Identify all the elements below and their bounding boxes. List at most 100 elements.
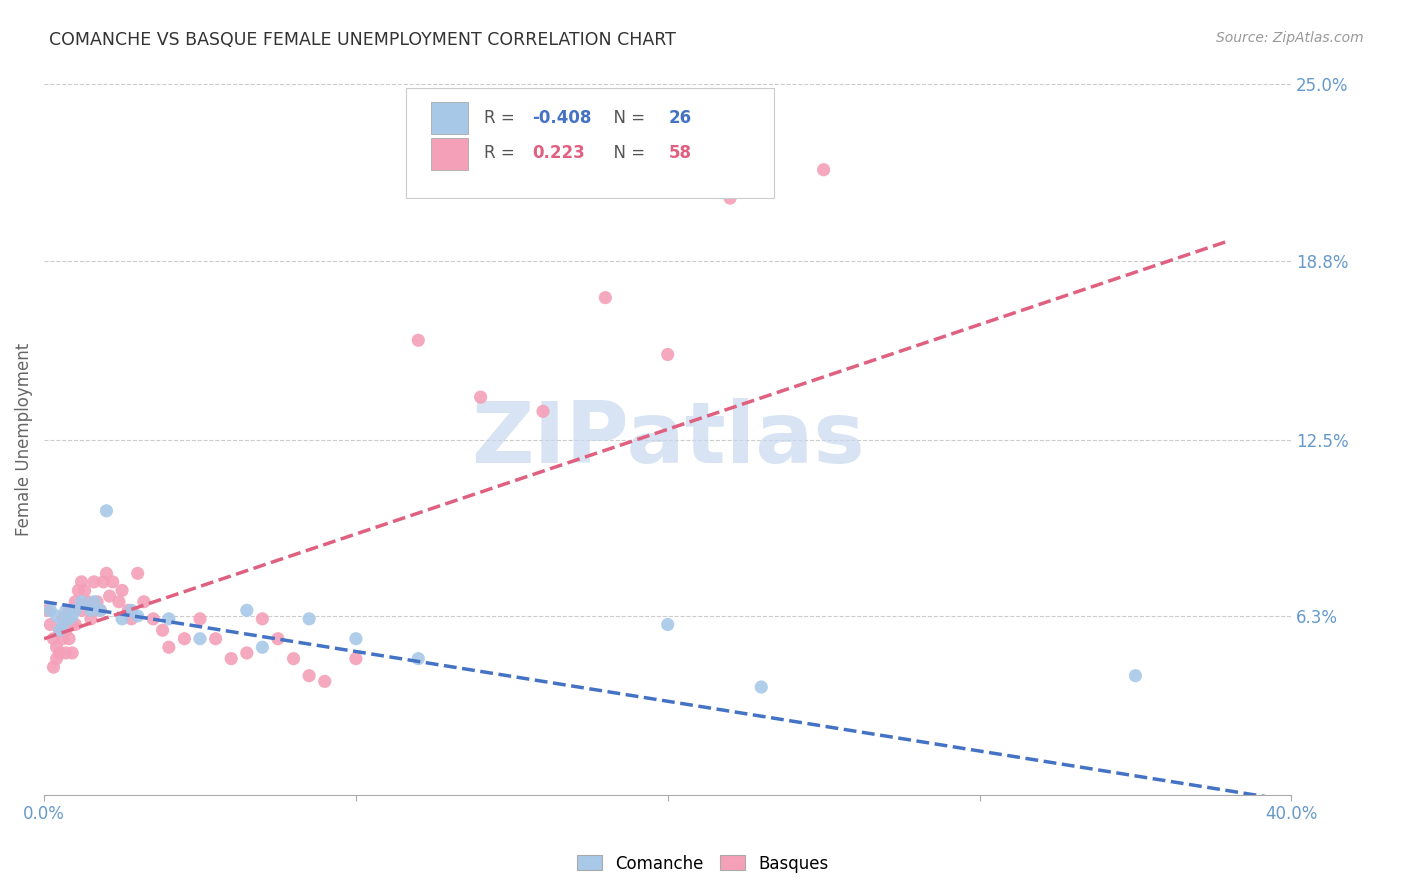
Point xyxy=(86,595,108,609)
Point xyxy=(96,566,118,581)
Point xyxy=(531,404,554,418)
Point xyxy=(70,603,93,617)
FancyBboxPatch shape xyxy=(430,137,468,169)
Text: ZIPatlas: ZIPatlas xyxy=(471,398,865,482)
Point xyxy=(657,617,679,632)
Point xyxy=(173,632,195,646)
Point xyxy=(132,595,155,609)
Text: N =: N = xyxy=(603,145,650,162)
Point xyxy=(219,651,242,665)
Point xyxy=(93,574,115,589)
Point xyxy=(89,603,111,617)
Point xyxy=(157,640,180,655)
Point xyxy=(127,566,149,581)
Point xyxy=(152,624,174,638)
Point xyxy=(48,624,70,638)
Point xyxy=(406,651,429,665)
Point xyxy=(188,612,211,626)
Point xyxy=(252,640,274,655)
Point xyxy=(45,609,67,624)
Point xyxy=(80,612,103,626)
Point xyxy=(267,632,290,646)
Point xyxy=(55,603,77,617)
Point xyxy=(65,603,87,617)
Point xyxy=(48,646,70,660)
Point xyxy=(344,651,367,665)
Y-axis label: Female Unemployment: Female Unemployment xyxy=(15,343,32,536)
Point xyxy=(252,612,274,626)
Point xyxy=(298,612,321,626)
Point xyxy=(48,624,70,638)
Point xyxy=(96,504,118,518)
Point xyxy=(52,617,75,632)
Point xyxy=(470,390,492,404)
Point xyxy=(58,603,80,617)
Point xyxy=(60,617,83,632)
Text: R =: R = xyxy=(485,145,520,162)
Point xyxy=(813,162,835,177)
Point xyxy=(83,574,105,589)
Point xyxy=(108,595,131,609)
Text: 0.223: 0.223 xyxy=(531,145,585,162)
Point xyxy=(89,603,111,617)
Point xyxy=(101,574,124,589)
FancyBboxPatch shape xyxy=(430,103,468,134)
Point xyxy=(65,595,87,609)
Point xyxy=(65,617,87,632)
Point xyxy=(76,595,98,609)
Point xyxy=(111,612,134,626)
Point xyxy=(58,612,80,626)
Point xyxy=(67,583,90,598)
Point xyxy=(120,612,142,626)
Point xyxy=(406,333,429,347)
Point xyxy=(42,632,65,646)
Point xyxy=(236,603,259,617)
Point xyxy=(142,612,165,626)
Point xyxy=(188,632,211,646)
Point xyxy=(37,603,59,617)
Point xyxy=(80,603,103,617)
Point xyxy=(55,646,77,660)
Text: Source: ZipAtlas.com: Source: ZipAtlas.com xyxy=(1216,31,1364,45)
Point xyxy=(70,574,93,589)
Point xyxy=(157,612,180,626)
Point xyxy=(120,603,142,617)
Point xyxy=(127,609,149,624)
Point xyxy=(236,646,259,660)
Point xyxy=(283,651,305,665)
Text: COMANCHE VS BASQUE FEMALE UNEMPLOYMENT CORRELATION CHART: COMANCHE VS BASQUE FEMALE UNEMPLOYMENT C… xyxy=(49,31,676,49)
Text: -0.408: -0.408 xyxy=(531,109,591,127)
FancyBboxPatch shape xyxy=(406,88,773,198)
Point xyxy=(42,660,65,674)
Point xyxy=(204,632,226,646)
Point xyxy=(52,612,75,626)
Point xyxy=(1125,668,1147,682)
Point xyxy=(39,617,62,632)
Point xyxy=(657,347,679,361)
Text: N =: N = xyxy=(603,109,650,127)
Point xyxy=(60,609,83,624)
Legend: Comanche, Basques: Comanche, Basques xyxy=(571,848,835,880)
Text: 58: 58 xyxy=(669,145,692,162)
Point xyxy=(70,595,93,609)
Point xyxy=(98,589,121,603)
Point xyxy=(39,603,62,617)
Point xyxy=(117,603,139,617)
Point xyxy=(344,632,367,646)
Text: 26: 26 xyxy=(669,109,692,127)
Point xyxy=(298,668,321,682)
Point xyxy=(60,646,83,660)
Point xyxy=(749,680,772,694)
Point xyxy=(55,624,77,638)
Point xyxy=(314,674,336,689)
Text: R =: R = xyxy=(485,109,520,127)
Point xyxy=(58,632,80,646)
Point xyxy=(45,651,67,665)
Point xyxy=(111,583,134,598)
Point xyxy=(83,595,105,609)
Point xyxy=(595,291,617,305)
Point xyxy=(45,640,67,655)
Point xyxy=(718,191,741,205)
Point xyxy=(73,583,96,598)
Point xyxy=(52,632,75,646)
